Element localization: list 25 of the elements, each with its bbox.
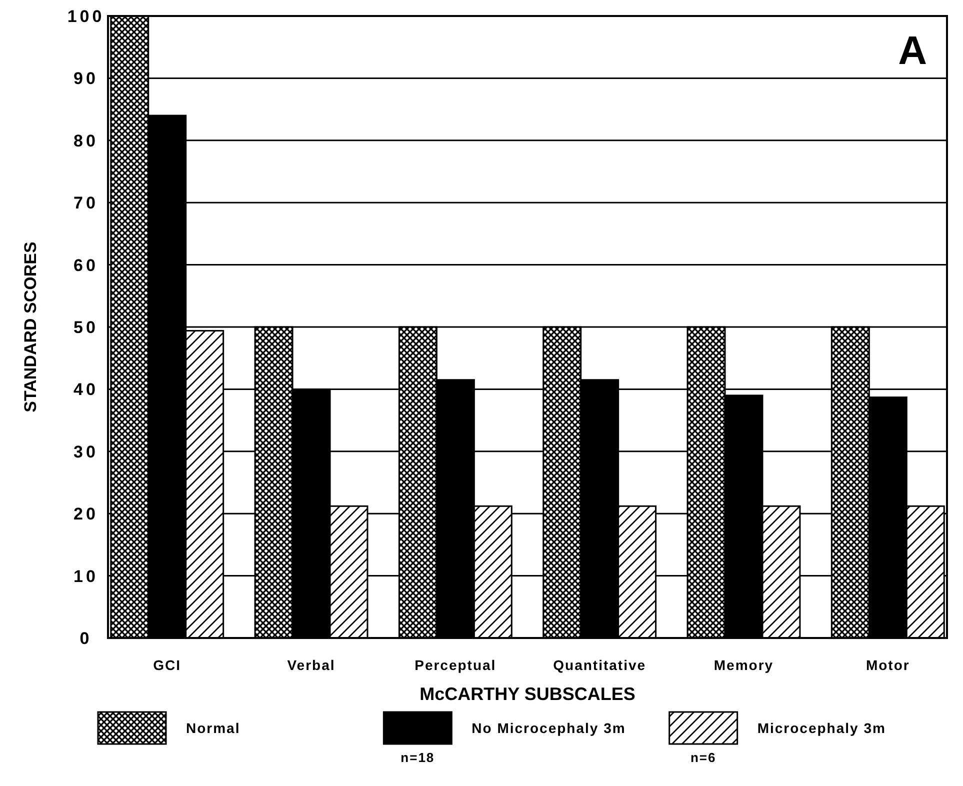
- y-tick-label: 30: [74, 442, 98, 462]
- y-tick-label: 70: [74, 194, 98, 213]
- y-tick-label: 90: [74, 69, 98, 88]
- x-axis-title: McCARTHY SUBSCALES: [420, 684, 636, 704]
- text: n=18: [400, 750, 435, 765]
- x-tick-label: Quantitative: [553, 657, 646, 673]
- legend-label: Microcephaly 3m: [757, 720, 886, 736]
- y-tick-label: 50: [74, 318, 98, 337]
- x-tick-label: GCI: [153, 657, 182, 673]
- y-axis-title: STANDARD SCORES: [21, 242, 40, 412]
- y-tick-label: 100: [67, 6, 105, 26]
- x-tick-label: Motor: [866, 657, 910, 673]
- y-tick-label: 80: [74, 131, 98, 150]
- y-tick-label: 0: [80, 628, 92, 648]
- text: n=6: [690, 750, 716, 765]
- x-tick-label: Perceptual: [414, 657, 496, 673]
- legend-label: No Microcephaly 3m: [472, 720, 626, 736]
- y-tick-label: 10: [74, 566, 98, 586]
- x-tick-label: Verbal: [287, 657, 336, 673]
- y-tick-label: 40: [74, 380, 98, 400]
- y-tick-label: 60: [74, 256, 98, 275]
- x-tick-label: Memory: [714, 657, 774, 673]
- y-tick-label: 20: [74, 504, 98, 524]
- legend-label: Normal: [186, 720, 240, 736]
- annotation: A: [898, 29, 927, 73]
